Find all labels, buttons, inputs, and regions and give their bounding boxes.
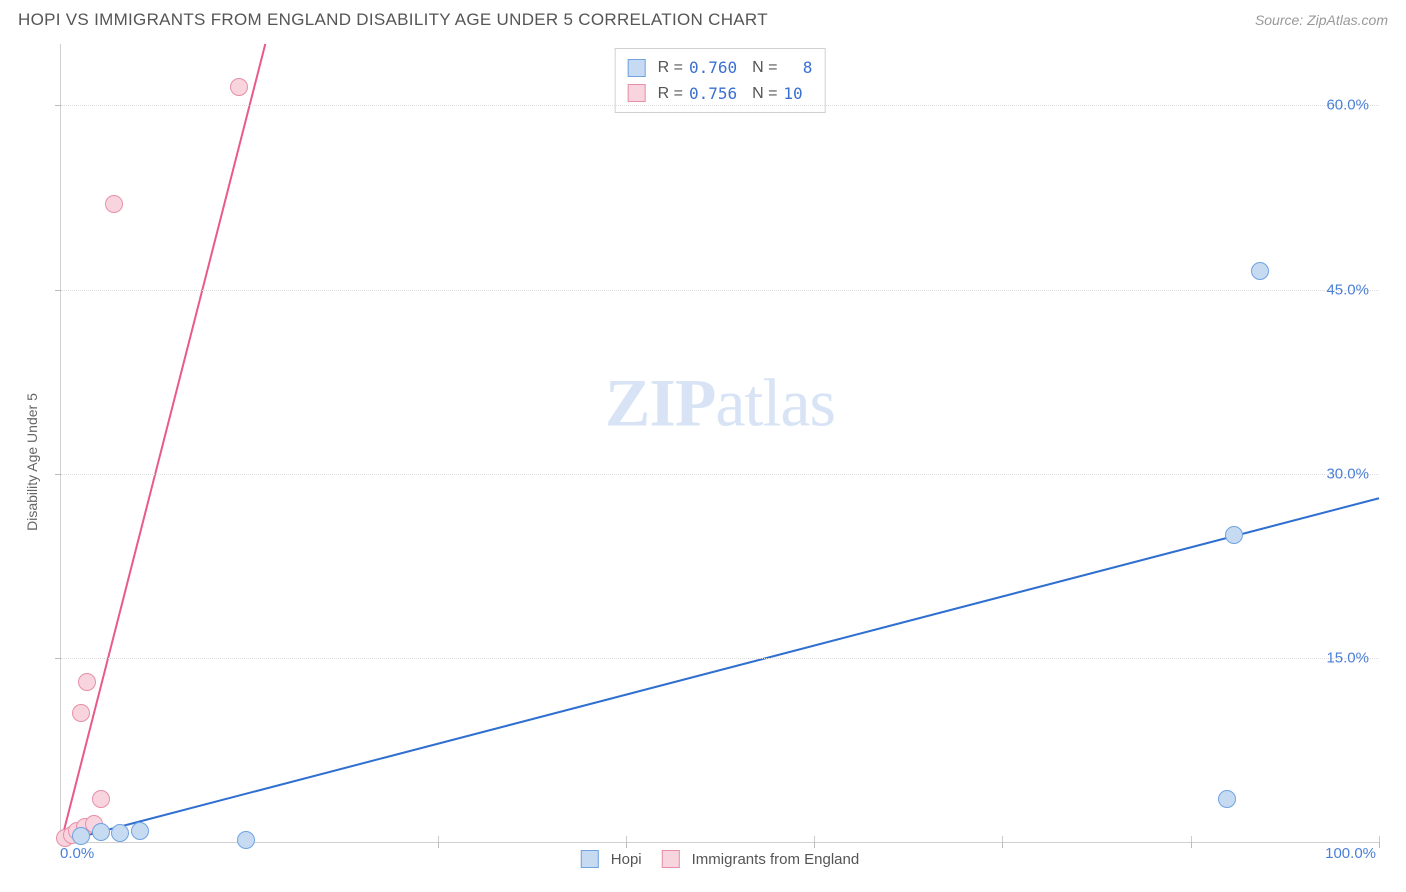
swatch-hopi-icon bbox=[581, 850, 599, 868]
y-tick-label: 30.0% bbox=[1326, 465, 1369, 482]
legend-item-hopi: Hopi bbox=[581, 850, 642, 868]
data-point bbox=[78, 673, 96, 691]
data-point bbox=[72, 827, 90, 845]
chart-container: Disability Age Under 5 ZIPatlas R = 0.76… bbox=[38, 44, 1388, 864]
swatch-england-icon bbox=[662, 850, 680, 868]
legend-label-hopi: Hopi bbox=[611, 851, 642, 868]
legend-item-england: Immigrants from England bbox=[662, 850, 860, 868]
plot-area: ZIPatlas R = 0.760 N = 8 R = 0.756 N = 1… bbox=[60, 44, 1379, 843]
y-tick-label: 60.0% bbox=[1326, 97, 1369, 114]
swatch-hopi bbox=[628, 59, 646, 77]
r-value-england: 0.756 bbox=[689, 81, 737, 107]
data-point bbox=[237, 831, 255, 849]
trend-lines-layer bbox=[61, 44, 1379, 842]
grid-line-h bbox=[61, 105, 1379, 106]
legend-row-england: R = 0.756 N = 10 bbox=[628, 81, 813, 107]
legend-label-england: Immigrants from England bbox=[692, 851, 860, 868]
n-value-england: 10 bbox=[783, 81, 802, 107]
x-tick-0: 0.0% bbox=[60, 845, 94, 862]
data-point bbox=[92, 790, 110, 808]
data-point bbox=[131, 822, 149, 840]
trend-line bbox=[61, 44, 265, 842]
data-point bbox=[92, 823, 110, 841]
y-tick-label: 15.0% bbox=[1326, 649, 1369, 666]
trend-line bbox=[61, 498, 1379, 842]
data-point bbox=[1218, 790, 1236, 808]
data-point bbox=[111, 824, 129, 842]
y-axis-label: Disability Age Under 5 bbox=[24, 393, 40, 531]
x-tick-100: 100.0% bbox=[1325, 845, 1376, 862]
grid-line-h bbox=[61, 474, 1379, 475]
legend-row-hopi: R = 0.760 N = 8 bbox=[628, 55, 813, 81]
data-point bbox=[1225, 526, 1243, 544]
data-point bbox=[105, 195, 123, 213]
chart-title: HOPI VS IMMIGRANTS FROM ENGLAND DISABILI… bbox=[18, 10, 768, 30]
swatch-england bbox=[628, 84, 646, 102]
data-point bbox=[1251, 262, 1269, 280]
data-point bbox=[72, 704, 90, 722]
source-attribution: Source: ZipAtlas.com bbox=[1255, 12, 1388, 28]
y-tick-label: 45.0% bbox=[1326, 281, 1369, 298]
series-legend: Hopi Immigrants from England bbox=[581, 850, 859, 868]
correlation-legend: R = 0.760 N = 8 R = 0.756 N = 10 bbox=[615, 48, 826, 113]
grid-line-h bbox=[61, 290, 1379, 291]
n-value-hopi: 8 bbox=[783, 55, 812, 81]
r-value-hopi: 0.760 bbox=[689, 55, 737, 81]
data-point bbox=[230, 78, 248, 96]
grid-line-h bbox=[61, 658, 1379, 659]
